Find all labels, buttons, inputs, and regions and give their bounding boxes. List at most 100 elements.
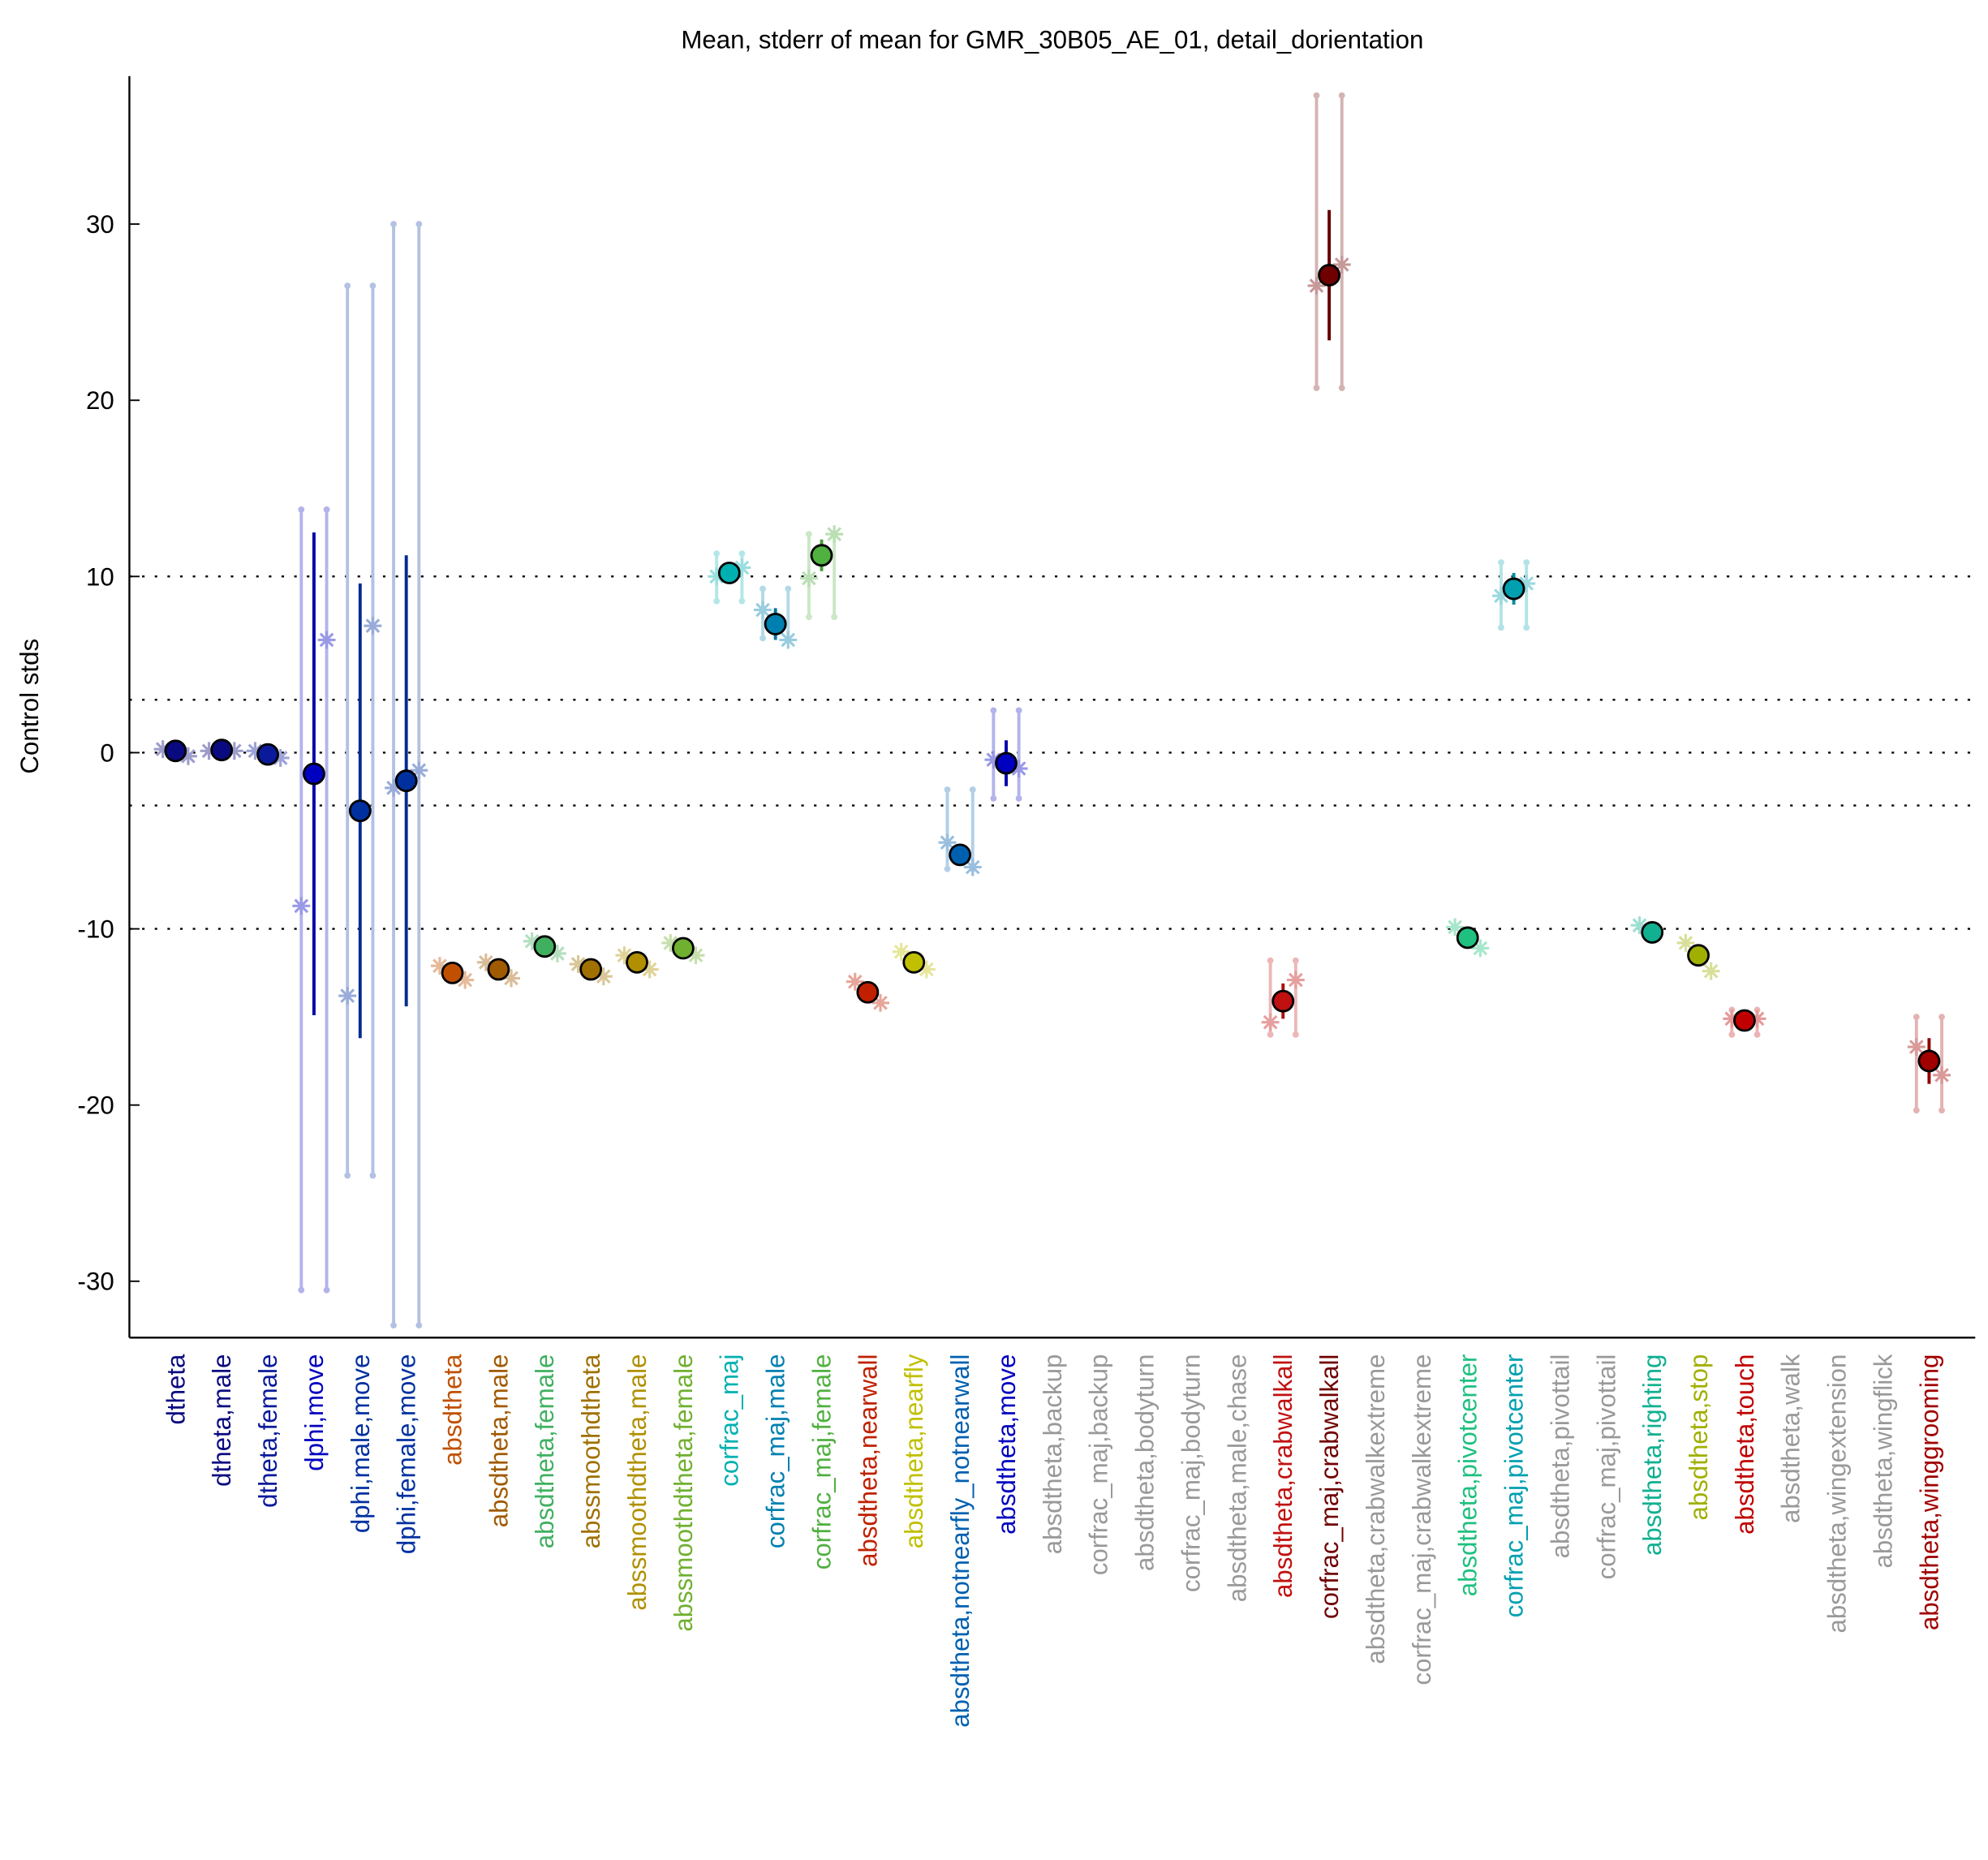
sub-point <box>548 945 566 962</box>
sub-point <box>1446 918 1465 936</box>
x-tick-label: absdtheta,crabwalkextreme <box>1362 1354 1390 1664</box>
sub-point <box>1933 1066 1951 1084</box>
x-tick-label: dphi,female,move <box>393 1354 421 1555</box>
range-end <box>969 786 976 793</box>
sub-point <box>708 567 726 586</box>
range-end <box>713 597 721 605</box>
sub-point <box>1702 962 1720 980</box>
range-end <box>1913 1014 1920 1021</box>
x-tick-label: absdtheta,stop <box>1685 1354 1713 1521</box>
range-end <box>1313 385 1320 391</box>
mean-point <box>348 799 372 823</box>
range-end <box>1015 795 1022 802</box>
range-end <box>1939 1014 1945 1021</box>
mean-point <box>810 544 833 567</box>
sub-point <box>569 955 587 973</box>
sub-point <box>292 897 311 915</box>
sub-point <box>779 631 798 649</box>
x-tick-label: absdtheta,male <box>484 1354 513 1528</box>
x-tick-label: corfrac_maj,pivottail <box>1592 1354 1620 1580</box>
sub-point <box>476 953 495 971</box>
range-end <box>1267 957 1274 964</box>
range-end <box>1338 385 1345 391</box>
range-end <box>990 795 997 802</box>
range-end <box>298 506 305 513</box>
sub-point <box>502 969 520 988</box>
range-end <box>805 531 812 538</box>
sub-point <box>225 742 243 760</box>
x-tick-label: dtheta,male <box>208 1354 236 1487</box>
sub-point <box>733 558 751 577</box>
sub-point <box>1492 587 1510 605</box>
x-tick-label: absdtheta,move <box>992 1354 1021 1535</box>
range-end <box>1267 1031 1274 1038</box>
sub-point <box>594 967 613 986</box>
range-end <box>1015 707 1022 714</box>
x-tick-label: absdtheta,wingextension <box>1823 1354 1852 1634</box>
range-end <box>369 1172 377 1179</box>
x-tick-label: absdtheta,winggrooming <box>1915 1354 1943 1630</box>
range-end <box>1753 1031 1761 1038</box>
sub-point <box>846 972 864 991</box>
x-tick-label: corfrac_maj,bodyturn <box>1177 1354 1205 1592</box>
y-tick-label: -30 <box>78 1268 114 1296</box>
x-tick-label: dphi,male,move <box>346 1354 375 1534</box>
sub-point <box>1332 256 1351 273</box>
range-end <box>1498 624 1504 631</box>
mean-point <box>487 958 510 981</box>
mean-point <box>995 751 1018 775</box>
mean-point <box>902 950 926 974</box>
x-tick-label: corfrac_maj,male <box>762 1354 790 1549</box>
x-tick-label: absdtheta,pivotcenter <box>1454 1354 1482 1597</box>
range-end <box>1523 559 1530 566</box>
sub-point <box>1286 971 1305 989</box>
range-end <box>415 1322 423 1329</box>
sub-point <box>246 742 265 760</box>
x-tick-label: abssmoothdtheta <box>577 1354 605 1548</box>
x-tick-label: absdtheta,crabwalkall <box>1269 1354 1297 1598</box>
range-end <box>1728 1031 1736 1038</box>
sub-point <box>1907 1038 1926 1056</box>
range-end <box>1292 957 1299 964</box>
sub-point <box>640 960 659 979</box>
range-end <box>298 1286 305 1294</box>
x-tick-label: corfrac_maj <box>716 1354 744 1487</box>
sub-point <box>317 631 336 649</box>
range-end <box>1498 559 1504 566</box>
sub-point <box>1723 1010 1741 1028</box>
range-end <box>738 550 746 558</box>
sub-point <box>1009 760 1028 777</box>
mean-point <box>717 562 741 584</box>
range-end <box>990 707 997 714</box>
sub-point <box>271 749 290 767</box>
x-tick-label: absdtheta,wingflick <box>1869 1354 1897 1568</box>
sub-point <box>338 987 357 1005</box>
range-end <box>344 1172 351 1179</box>
range-end <box>713 550 721 558</box>
x-tick-label: corfrac_maj,crabwalkextreme <box>1408 1354 1436 1686</box>
mean-point <box>441 961 464 984</box>
sub-point <box>661 934 680 952</box>
x-tick-label: absdtheta,nearfly <box>900 1354 928 1548</box>
sub-point <box>754 601 772 619</box>
range-end <box>323 1286 330 1294</box>
sub-point <box>456 971 475 989</box>
sub-point <box>179 747 197 765</box>
range-end <box>1939 1107 1945 1114</box>
x-tick-label: corfrac_maj,crabwalkall <box>1315 1354 1344 1619</box>
x-tick-label: absdtheta,walk <box>1777 1354 1805 1523</box>
range-end <box>831 614 838 621</box>
sub-point <box>153 740 172 759</box>
sub-point <box>385 778 402 797</box>
x-tick-label: absdtheta,bodyturn <box>1131 1354 1160 1571</box>
mean-point <box>394 769 418 793</box>
mean-point <box>303 762 325 786</box>
sub-point <box>799 569 818 588</box>
sub-point <box>1471 939 1490 958</box>
mean-point <box>856 980 880 1004</box>
mean-point <box>1733 1009 1756 1032</box>
range-end <box>390 1322 397 1329</box>
y-tick-label: 0 <box>100 738 114 767</box>
x-tick-label: absdtheta,righting <box>1638 1354 1667 1556</box>
x-tick-label: absdtheta,notnearfly_notnearwall <box>946 1354 975 1728</box>
